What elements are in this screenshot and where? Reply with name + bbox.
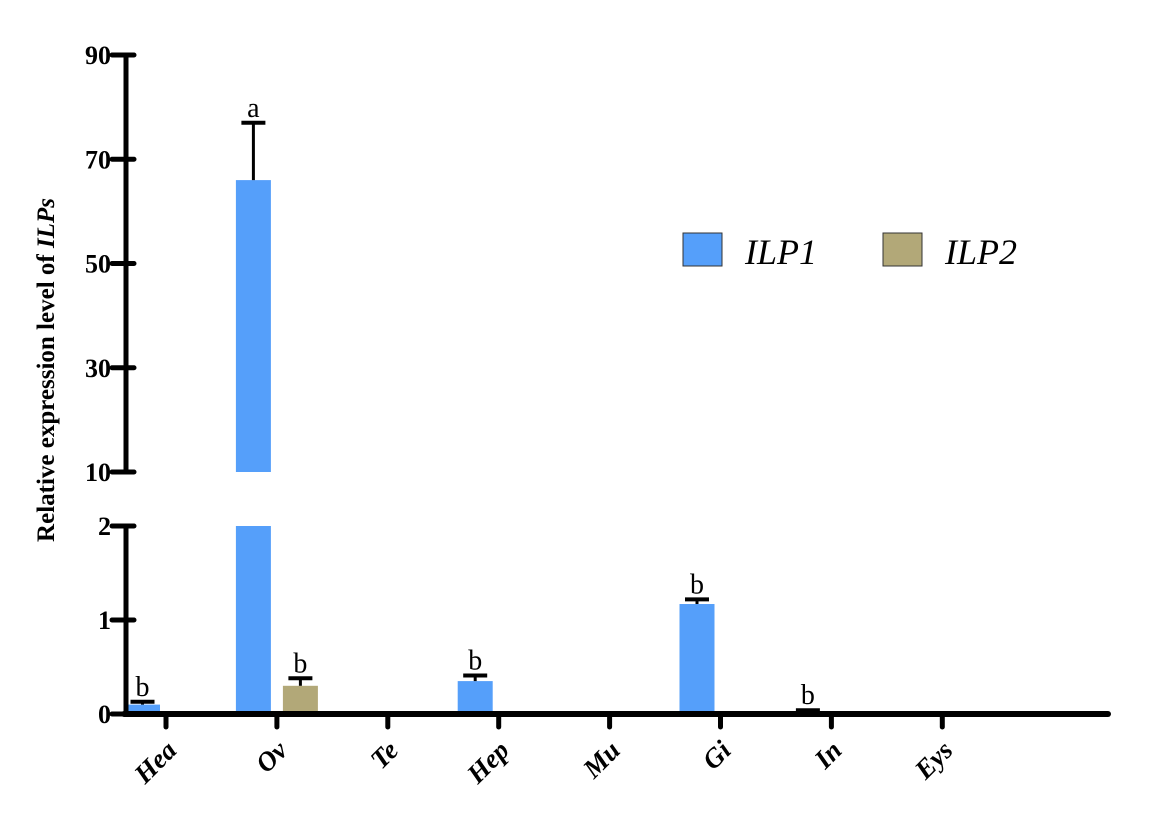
significance-label: b xyxy=(468,645,482,676)
significance-label: b xyxy=(136,672,150,703)
axes-layer xyxy=(109,52,1111,730)
bar-ilp1-hep xyxy=(457,681,493,714)
y-tick-label: 2 xyxy=(98,512,111,541)
x-tick-label-in: In xyxy=(808,735,848,775)
y-tick-label: 70 xyxy=(85,145,111,174)
y-tick-label: 30 xyxy=(85,354,111,383)
y-tick-label: 1 xyxy=(98,606,111,635)
significance-label: a xyxy=(247,93,260,124)
x-tick-label-eys: Eys xyxy=(908,735,959,786)
y-axis-label: Relative expression level of ILPs xyxy=(33,198,60,542)
labels-layer: 0 1 2 10 30 50 70 90 Hea Ov Te Hep Mu Gi In Eys b a b b b b xyxy=(85,41,959,790)
bar-ilp1-ov-lower xyxy=(235,526,271,714)
bar-ilp2-ov xyxy=(282,685,318,714)
x-tick-label-hea: Hea xyxy=(127,735,182,790)
x-tick-label-hep: Hep xyxy=(460,735,515,790)
bar-ilp1-gi xyxy=(679,604,715,714)
legend-swatch-ilp2 xyxy=(882,232,923,267)
significance-label: b xyxy=(293,648,307,679)
y-tick-label: 0 xyxy=(98,700,111,729)
y-tick-label: 90 xyxy=(85,41,111,70)
legend-label-ilp1: ILP1 xyxy=(744,232,817,272)
x-tick-label-gi: Gi xyxy=(696,735,737,776)
bar-ilp1-hea xyxy=(125,704,160,714)
y-tick-label: 50 xyxy=(85,250,111,279)
legend-swatch-ilp1 xyxy=(682,232,723,267)
x-tick-label-mu: Mu xyxy=(576,735,626,785)
bars-layer xyxy=(125,120,826,714)
significance-label: b xyxy=(801,680,815,711)
legend-label-ilp2: ILP2 xyxy=(944,232,1017,272)
x-tick-label-ov: Ov xyxy=(250,734,294,778)
x-tick-label-te: Te xyxy=(364,735,404,775)
bar-ilp1-ov-upper xyxy=(235,180,271,472)
significance-label: b xyxy=(690,569,704,600)
y-tick-label: 10 xyxy=(85,458,111,487)
legend: ILP1 ILP2 xyxy=(682,232,1017,272)
